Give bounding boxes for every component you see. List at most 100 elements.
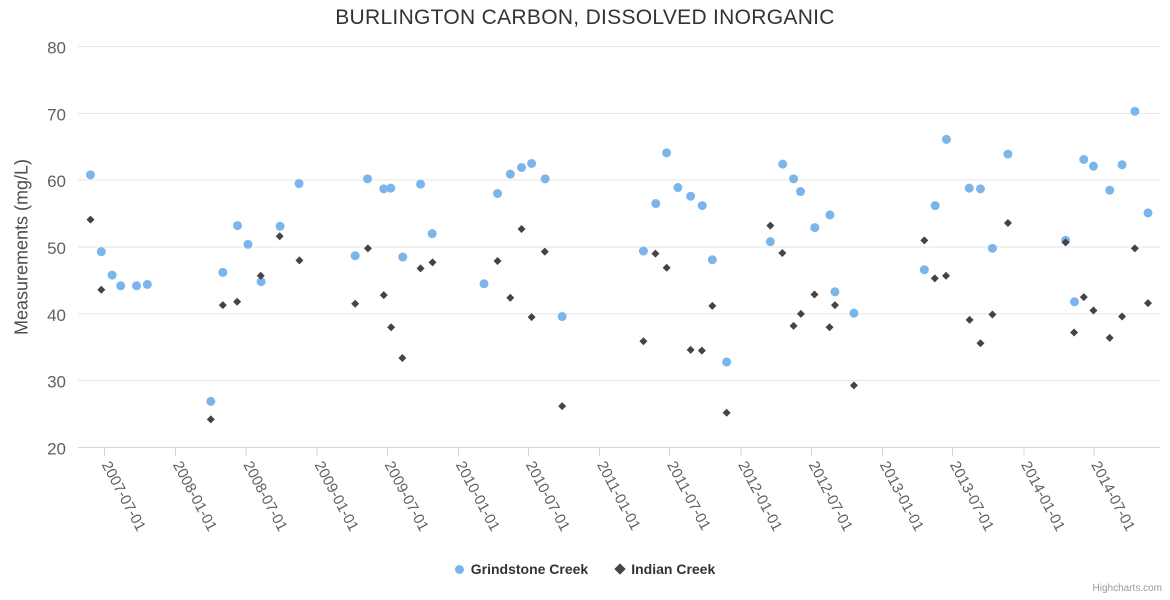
data-point-indian-creek[interactable] [506, 293, 515, 302]
data-point-grindstone-creek[interactable] [479, 279, 489, 289]
data-point-grindstone-creek[interactable] [1130, 106, 1140, 116]
data-point-indian-creek[interactable] [1003, 218, 1012, 227]
data-point-indian-creek[interactable] [662, 263, 671, 272]
data-point-grindstone-creek[interactable] [517, 162, 527, 172]
data-point-grindstone-creek[interactable] [294, 179, 304, 189]
data-point-grindstone-creek[interactable] [132, 281, 142, 291]
data-point-grindstone-creek[interactable] [540, 174, 550, 184]
data-point-indian-creek[interactable] [849, 381, 858, 390]
data-point-grindstone-creek[interactable] [398, 252, 408, 262]
data-point-indian-creek[interactable] [86, 215, 95, 224]
data-point-grindstone-creek[interactable] [638, 246, 648, 256]
data-point-grindstone-creek[interactable] [1003, 149, 1013, 159]
data-point-grindstone-creek[interactable] [825, 210, 835, 220]
data-point-indian-creek[interactable] [708, 301, 717, 310]
data-point-indian-creek[interactable] [1079, 293, 1088, 302]
data-point-indian-creek[interactable] [387, 323, 396, 332]
data-point-grindstone-creek[interactable] [1079, 154, 1089, 164]
data-point-indian-creek[interactable] [789, 321, 798, 330]
data-point-indian-creek[interactable] [233, 297, 242, 306]
data-point-grindstone-creek[interactable] [218, 267, 228, 277]
data-point-grindstone-creek[interactable] [941, 134, 951, 144]
data-point-indian-creek[interactable] [256, 271, 265, 280]
data-point-indian-creek[interactable] [810, 290, 819, 299]
data-point-indian-creek[interactable] [942, 271, 951, 280]
data-point-indian-creek[interactable] [930, 274, 939, 283]
data-point-indian-creek[interactable] [651, 249, 660, 258]
highcharts-credit[interactable]: Highcharts.com [1092, 583, 1162, 594]
data-point-grindstone-creek[interactable] [206, 396, 216, 406]
data-point-indian-creek[interactable] [428, 258, 437, 267]
data-point-indian-creek[interactable] [527, 313, 536, 322]
legend-item-grindstone-creek[interactable]: Grindstone Creek [454, 561, 588, 577]
data-point-grindstone-creek[interactable] [142, 279, 152, 289]
data-point-indian-creek[interactable] [722, 408, 731, 417]
data-point-grindstone-creek[interactable] [662, 148, 672, 158]
data-point-grindstone-creek[interactable] [96, 247, 106, 257]
data-point-indian-creek[interactable] [517, 224, 526, 233]
data-point-indian-creek[interactable] [825, 323, 834, 332]
data-point-grindstone-creek[interactable] [233, 221, 243, 231]
data-point-grindstone-creek[interactable] [778, 159, 788, 169]
data-point-grindstone-creek[interactable] [527, 158, 537, 168]
data-point-indian-creek[interactable] [697, 346, 706, 355]
data-point-indian-creek[interactable] [920, 236, 929, 245]
data-point-grindstone-creek[interactable] [386, 183, 396, 193]
data-point-grindstone-creek[interactable] [256, 277, 266, 287]
data-point-indian-creek[interactable] [976, 339, 985, 348]
data-point-indian-creek[interactable] [97, 285, 106, 294]
data-point-indian-creek[interactable] [1089, 306, 1098, 315]
data-point-grindstone-creek[interactable] [107, 270, 117, 280]
data-point-grindstone-creek[interactable] [1088, 161, 1098, 171]
data-point-indian-creek[interactable] [1144, 299, 1153, 308]
data-point-grindstone-creek[interactable] [707, 255, 717, 265]
data-point-grindstone-creek[interactable] [350, 251, 360, 261]
data-point-indian-creek[interactable] [416, 264, 425, 273]
data-point-grindstone-creek[interactable] [85, 170, 95, 180]
data-point-indian-creek[interactable] [686, 345, 695, 354]
data-point-grindstone-creek[interactable] [686, 191, 696, 201]
data-point-grindstone-creek[interactable] [673, 183, 683, 193]
data-point-grindstone-creek[interactable] [830, 287, 840, 297]
data-point-grindstone-creek[interactable] [919, 265, 929, 275]
data-point-grindstone-creek[interactable] [1069, 297, 1079, 307]
data-point-indian-creek[interactable] [275, 232, 284, 241]
data-point-indian-creek[interactable] [558, 402, 567, 411]
data-point-grindstone-creek[interactable] [243, 239, 253, 249]
data-point-indian-creek[interactable] [1070, 328, 1079, 337]
data-point-indian-creek[interactable] [1130, 244, 1139, 253]
data-point-grindstone-creek[interactable] [505, 169, 515, 179]
data-point-grindstone-creek[interactable] [789, 174, 799, 184]
data-point-grindstone-creek[interactable] [363, 174, 373, 184]
data-point-indian-creek[interactable] [1105, 333, 1114, 342]
data-point-indian-creek[interactable] [988, 310, 997, 319]
data-point-grindstone-creek[interactable] [116, 281, 126, 291]
data-point-indian-creek[interactable] [796, 309, 805, 318]
data-point-indian-creek[interactable] [1061, 238, 1070, 247]
data-point-indian-creek[interactable] [1118, 312, 1127, 321]
data-point-grindstone-creek[interactable] [722, 357, 732, 367]
data-point-grindstone-creek[interactable] [849, 308, 859, 318]
data-point-grindstone-creek[interactable] [796, 187, 806, 197]
data-point-grindstone-creek[interactable] [810, 223, 820, 233]
data-point-grindstone-creek[interactable] [975, 184, 985, 194]
data-point-grindstone-creek[interactable] [275, 221, 285, 231]
data-point-indian-creek[interactable] [639, 337, 648, 346]
data-point-indian-creek[interactable] [379, 291, 388, 300]
data-point-indian-creek[interactable] [218, 301, 227, 310]
data-point-grindstone-creek[interactable] [427, 229, 437, 239]
data-point-indian-creek[interactable] [295, 256, 304, 265]
data-point-grindstone-creek[interactable] [697, 201, 707, 211]
data-point-grindstone-creek[interactable] [416, 179, 426, 189]
data-point-indian-creek[interactable] [351, 299, 360, 308]
data-point-indian-creek[interactable] [493, 257, 502, 266]
data-point-indian-creek[interactable] [206, 415, 215, 424]
data-point-grindstone-creek[interactable] [1105, 185, 1115, 195]
data-point-indian-creek[interactable] [965, 315, 974, 324]
data-point-grindstone-creek[interactable] [379, 184, 389, 194]
data-point-grindstone-creek[interactable] [964, 183, 974, 193]
data-point-indian-creek[interactable] [778, 249, 787, 258]
data-point-grindstone-creek[interactable] [930, 201, 940, 211]
data-point-indian-creek[interactable] [540, 247, 549, 256]
legend-item-indian-creek[interactable]: Indian Creek [614, 561, 715, 577]
